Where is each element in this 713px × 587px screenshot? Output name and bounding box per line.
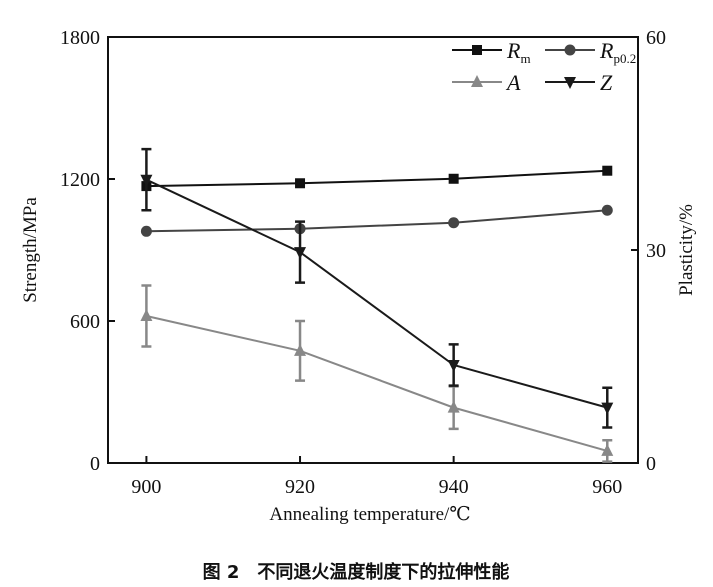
legend-name: A	[505, 70, 521, 95]
data-point	[447, 360, 460, 373]
legend-marker	[564, 44, 576, 56]
y-tick-label: 1200	[60, 169, 100, 191]
series-Rp0.2	[140, 204, 613, 237]
legend-subscript: m	[520, 51, 530, 66]
x-axis-label: Annealing temperature/℃	[269, 504, 470, 525]
legend-name: R	[599, 38, 614, 63]
data-point	[294, 247, 307, 260]
legend-name: Z	[600, 70, 613, 95]
figure-caption: 图 2 不同退火温度制度下的拉伸性能	[203, 561, 510, 583]
data-point	[601, 402, 614, 415]
y-right-tick-label: 0	[646, 453, 656, 475]
data-point	[140, 174, 153, 187]
legend-marker	[471, 75, 483, 87]
x-tick-label: 900	[131, 476, 161, 498]
data-point	[601, 204, 613, 216]
legend: Rm Rp0.2A Z	[452, 38, 636, 95]
y-right-axis-label: Plasticity/%	[676, 204, 697, 296]
y-right-tick-label: 30	[646, 240, 666, 262]
series-Z	[140, 147, 614, 429]
data-point	[295, 178, 306, 189]
series-A	[140, 284, 614, 463]
data-point	[448, 173, 459, 184]
legend-item: Z	[545, 70, 613, 95]
legend-marker	[472, 45, 482, 55]
x-tick-label: 920	[285, 476, 315, 498]
data-point	[602, 165, 613, 176]
data-point	[448, 217, 460, 229]
legend-label: Rp0.2	[599, 38, 636, 66]
legend-label: Z	[600, 70, 613, 95]
legend-item: A	[452, 70, 521, 95]
legend-name: R	[506, 38, 521, 63]
series-line	[146, 315, 608, 452]
data-point	[447, 400, 460, 413]
legend-marker	[564, 77, 576, 89]
x-tick-label: 960	[592, 476, 622, 498]
legend-item: Rp0.2	[545, 38, 636, 66]
data-point	[294, 343, 307, 356]
series-line	[146, 209, 608, 233]
data-point	[601, 443, 614, 456]
legend-label: A	[505, 70, 521, 95]
y-tick-label: 0	[90, 453, 100, 475]
legend-subscript: p0.2	[613, 51, 636, 66]
x-tick-label: 940	[439, 476, 469, 498]
plot-frame	[107, 36, 639, 464]
data-point	[140, 309, 153, 322]
data-point	[140, 225, 152, 237]
y-tick-label: 600	[70, 311, 100, 333]
y-tick-label: 1800	[60, 27, 100, 49]
legend-label: Rm	[506, 38, 531, 66]
legend-item: Rm	[452, 38, 531, 66]
series-line	[145, 178, 608, 409]
series-line	[146, 169, 608, 188]
y-right-tick-label: 60	[646, 27, 666, 49]
y-axis-label: Strength/MPa	[20, 197, 41, 303]
series-Rm	[141, 165, 613, 192]
